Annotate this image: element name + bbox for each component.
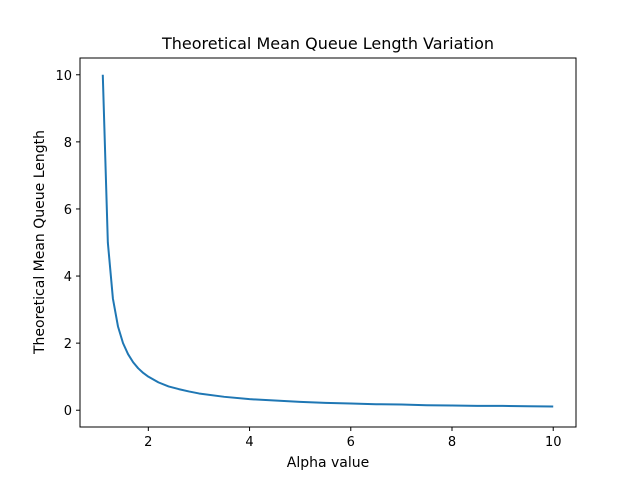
y-tick-label: 6	[64, 203, 72, 218]
y-tick-label: 2	[64, 337, 72, 352]
series-line-0	[101, 74, 554, 408]
x-tick-label: 10	[545, 435, 562, 450]
x-tick-label: 6	[347, 435, 355, 450]
axes-frame	[79, 57, 577, 428]
x-tick-label: 4	[245, 435, 253, 450]
y-tick-label: 8	[64, 136, 72, 151]
x-tick-label: 2	[144, 435, 152, 450]
y-tick-label: 4	[64, 270, 72, 285]
y-tick-label: 0	[64, 404, 72, 419]
plot-area: 2 4 6 8 10 0 2 4 6 8 10	[55, 57, 577, 450]
y-axis-label: Theoretical Mean Queue Length	[32, 130, 48, 355]
x-axis-label: Alpha value	[287, 455, 370, 471]
chart-title: Theoretical Mean Queue Length Variation	[161, 34, 494, 53]
x-tick-label: 8	[448, 435, 456, 450]
y-tick-label: 10	[55, 69, 72, 84]
